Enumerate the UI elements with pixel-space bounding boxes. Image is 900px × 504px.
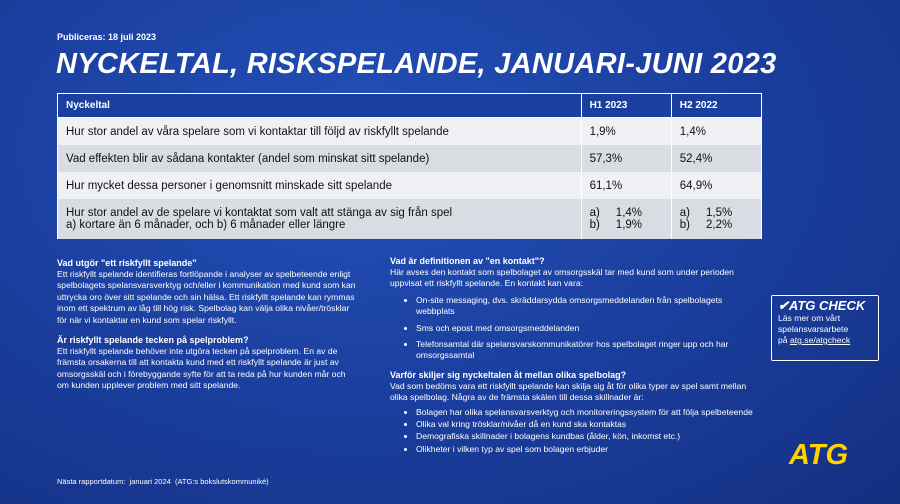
value: 1,5% — [706, 207, 733, 219]
bullet-list: Bolagen har olika spelansvarsverktyg och… — [390, 407, 760, 456]
value: 1,9% — [615, 219, 643, 231]
bullet: On-site messaging, dvs. skräddarsydda om… — [416, 295, 760, 318]
label: a) — [589, 207, 600, 219]
section-text: Ett riskfyllt spelande identifieras fort… — [57, 269, 356, 325]
header-row: Nyckeltal H1 2023 H2 2022 — [57, 93, 763, 118]
link[interactable]: atg.se/atgcheck — [789, 335, 851, 345]
cell: Hur mycket dessa personer i genomsnitt m… — [57, 172, 582, 199]
footer: Nästa rapportdatum: januari 2024 (ATG:s … — [57, 477, 269, 486]
cell: 1,9% — [580, 117, 672, 145]
left-column: Vad utgör "ett riskfyllt spelande" Ett r… — [57, 258, 357, 401]
section-text: Ett riskfyllt spelande behöver inte utgö… — [57, 346, 346, 391]
cell: Vad effekten blir av sådana kontakter (a… — [57, 145, 582, 172]
section-heading: Varför skiljer sig nyckeltalen åt mellan… — [390, 369, 627, 380]
row: Hur mycket dessa personer i genomsnitt m… — [57, 172, 763, 199]
row: Hur stor andel av de spelare vi kontakta… — [57, 199, 763, 239]
bullet: Olikheter i vilken typ av spel som bolag… — [416, 444, 760, 455]
bullet: Olika val kring trösklar/nivåer då en ku… — [416, 419, 760, 430]
section-heading: Vad är definitionen av "en kontakt"? — [390, 256, 545, 266]
label: a) — [679, 207, 690, 219]
cell: 1,4% — [670, 117, 763, 145]
cell: 64,9% — [670, 172, 763, 199]
cell: Hur stor andel av de spelare vi kontakta… — [57, 199, 582, 239]
value: 1,4% — [615, 207, 643, 219]
cell-line: a) kortare än 6 månader, och b) 6 månade… — [66, 219, 346, 231]
text-line: spelansvarsarbete — [778, 324, 849, 334]
text: på — [778, 335, 788, 345]
section-text: Vad som bedöms vara ett riskfyllt spelan… — [390, 380, 747, 403]
column-header: H1 2023 — [580, 93, 672, 118]
bullet-list: On-site messaging, dvs. skräddarsydda om… — [390, 295, 760, 362]
atg-check-title: ✔ATG CHECK — [778, 298, 866, 313]
bullet: Demografiska skillnader i bolagens kundb… — [416, 431, 760, 442]
right-column: Vad är definitionen av "en kontakt"? Här… — [390, 256, 760, 463]
bullet: Telefonsamtal där spelansvarskommunikatö… — [416, 339, 760, 362]
section-text: Här avses den kontakt som spelbolaget av… — [390, 267, 734, 289]
section-heading: Vad utgör "ett riskfyllt spelande" — [57, 258, 197, 268]
row: Hur stor andel av våra spelare som vi ko… — [57, 117, 763, 145]
bullet: Sms och epost med omsorgsmeddelanden — [416, 323, 760, 334]
cell: a) 1,5% b) 2,2% — [670, 199, 763, 239]
row: Vad effekten blir av sådana kontakter (a… — [57, 145, 763, 172]
atg-logo: ATG — [789, 439, 849, 471]
cell: 52,4% — [670, 145, 763, 172]
cell: 61,1% — [580, 172, 672, 199]
cell: Hur stor andel av våra spelare som vi ko… — [57, 117, 582, 145]
bullet: Bolagen har olika spelansvarsverktyg och… — [416, 407, 760, 418]
label: b) — [679, 219, 690, 231]
key-figures-table: Nyckeltal H1 2023 H2 2022 Hur stor andel… — [57, 93, 763, 239]
cell-line: Hur stor andel av de spelare vi kontakta… — [66, 207, 453, 219]
column-header: H2 2022 — [670, 93, 763, 118]
atg-check-box: ✔ATG CHECK Läs mer om vårt spelansvarsar… — [771, 295, 879, 361]
label: b) — [589, 219, 600, 231]
cell: 57,3% — [580, 145, 672, 172]
cell: a) 1,4% b) 1,9% — [580, 199, 672, 239]
value: 2,2% — [706, 219, 733, 231]
section-heading: Är riskfyllt spelande tecken på spelprob… — [57, 335, 249, 346]
column-header: Nyckeltal — [57, 93, 582, 118]
title: NYCKELTAL, RISKSPELANDE, JANUARI-JUNI 20… — [56, 48, 777, 80]
text-line: Läs mer om vårt — [778, 313, 841, 323]
published-date: Publiceras: 18 juli 2023 — [57, 32, 157, 42]
